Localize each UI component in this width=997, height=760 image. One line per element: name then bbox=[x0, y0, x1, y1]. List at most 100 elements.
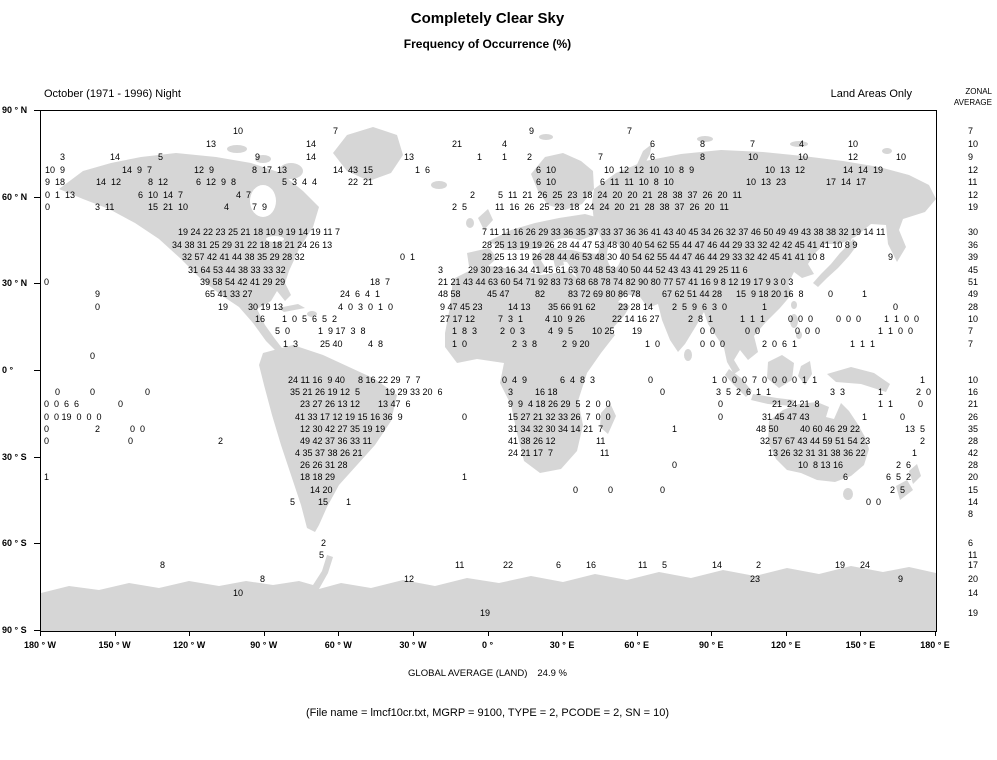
madagascar bbox=[600, 403, 616, 434]
zonal-average-value: 6 bbox=[968, 538, 974, 548]
iceland bbox=[431, 181, 447, 189]
map-value: 13 47 6 bbox=[378, 399, 411, 409]
map-value: 0 0 19 0 0 0 bbox=[44, 412, 102, 422]
map-value: 0 0 bbox=[866, 497, 882, 507]
longitude-tick bbox=[636, 631, 638, 636]
map-value: 1 0 bbox=[452, 339, 468, 349]
map-value: 67 62 51 44 28 bbox=[662, 289, 723, 299]
longitude-tick bbox=[860, 631, 862, 636]
latitude-label: 0 ° bbox=[2, 365, 14, 375]
map-value: 10 25 bbox=[592, 326, 615, 336]
new-siberian-islands bbox=[790, 141, 808, 147]
map-value: 15 27 21 32 33 26 7 0 0 bbox=[508, 412, 611, 422]
severnaya-zemlya bbox=[697, 136, 713, 142]
map-value: 6 bbox=[556, 560, 562, 570]
map-value: 25 40 bbox=[320, 339, 343, 349]
australia bbox=[768, 402, 869, 482]
java bbox=[751, 394, 794, 406]
map-value: 31 45 47 43 bbox=[762, 412, 810, 422]
latitude-tick bbox=[34, 543, 40, 545]
map-value: 6 bbox=[843, 472, 849, 482]
page-title: Completely Clear Sky bbox=[410, 10, 565, 27]
map-value: 3 bbox=[60, 152, 66, 162]
map-value: 1 1 0 0 bbox=[878, 326, 914, 336]
new-zealand-north bbox=[909, 464, 921, 484]
map-value: 2 0 3 bbox=[500, 326, 526, 336]
longitude-label: 150 ° W bbox=[98, 640, 131, 650]
longitude-tick bbox=[711, 631, 713, 636]
zonal-average-value: 19 bbox=[968, 608, 979, 618]
map-value: 82 bbox=[535, 289, 546, 299]
map-value: 0 bbox=[44, 277, 50, 287]
hudson-bay bbox=[250, 185, 276, 217]
latitude-label: 90 ° S bbox=[2, 625, 27, 635]
map-value: 16 bbox=[586, 560, 597, 570]
map-value: 34 38 31 25 29 31 22 18 18 21 24 26 13 bbox=[172, 240, 333, 250]
map-value: 0 0 bbox=[745, 326, 761, 336]
map-value: 0 0 bbox=[130, 424, 146, 434]
map-value: 2 bbox=[321, 538, 327, 548]
map-value: 2 bbox=[920, 436, 926, 446]
map-value: 23 28 14 bbox=[618, 302, 654, 312]
zonal-average-value: 14 bbox=[968, 497, 979, 507]
svalbard bbox=[539, 134, 553, 140]
map-value: 19 bbox=[632, 326, 643, 336]
longitude-label: 120 ° W bbox=[173, 640, 206, 650]
longitude-label: 150 ° E bbox=[845, 640, 876, 650]
longitude-tick bbox=[562, 631, 564, 636]
map-value: 0 bbox=[128, 436, 134, 446]
map-value: 1 3 bbox=[283, 339, 299, 349]
longitude-tick bbox=[935, 631, 936, 636]
map-value: 1 9 17 3 8 bbox=[318, 326, 366, 336]
latitude-tick bbox=[34, 110, 40, 111]
map-value: 0 0 0 bbox=[795, 326, 821, 336]
map-value: 2 3 8 bbox=[512, 339, 538, 349]
zonal-average-value: 15 bbox=[968, 485, 979, 495]
map-value: 0 bbox=[648, 375, 654, 385]
map-value: 3 3 bbox=[830, 387, 846, 397]
map-value: 2 6 bbox=[896, 460, 912, 470]
map-value: 10 8 13 16 bbox=[798, 460, 844, 470]
map-value: 1 1 0 0 bbox=[884, 314, 920, 324]
map-value: 4 35 37 38 26 21 bbox=[295, 448, 363, 458]
zonal-average-value: 11 bbox=[968, 177, 978, 187]
map-value: 16 bbox=[255, 314, 266, 324]
new-guinea bbox=[827, 367, 890, 392]
map-value: 0 bbox=[608, 485, 614, 495]
map-value: 0 bbox=[44, 424, 50, 434]
caspian-sea bbox=[607, 242, 621, 268]
sakhalin bbox=[845, 207, 855, 243]
antarctica bbox=[41, 555, 936, 631]
latitude-tick bbox=[34, 630, 40, 631]
map-value: 5 bbox=[319, 550, 325, 560]
map-value: 6 10 bbox=[536, 177, 557, 187]
map-value: 30 19 13 bbox=[248, 302, 284, 312]
latitude-tick bbox=[34, 283, 40, 285]
zonal-average-header-line1: ZONAL bbox=[965, 87, 992, 96]
map-value: 7 bbox=[598, 152, 604, 162]
map-value: 14 14 19 bbox=[843, 165, 884, 175]
map-value: 65 41 33 27 bbox=[205, 289, 253, 299]
map-value: 8 bbox=[260, 574, 266, 584]
map-value: 8 12 bbox=[148, 177, 169, 187]
map-value: 0 bbox=[44, 436, 50, 446]
map-value: 19 bbox=[835, 560, 846, 570]
map-value: 8 bbox=[160, 560, 166, 570]
map-value: 17 14 17 bbox=[826, 177, 867, 187]
zonal-average-value: 28 bbox=[968, 436, 979, 446]
map-value: 6 bbox=[650, 152, 656, 162]
longitude-tick bbox=[785, 631, 787, 636]
map-value: 0 0 0 bbox=[788, 314, 814, 324]
water-bodies-group bbox=[250, 185, 621, 268]
longitude-label: 60 ° E bbox=[624, 640, 649, 650]
map-value: 2 0 bbox=[916, 387, 932, 397]
borneo bbox=[767, 355, 794, 388]
sumatra bbox=[725, 369, 752, 397]
map-value: 23 bbox=[750, 574, 761, 584]
map-value: 23 27 26 13 12 bbox=[300, 399, 361, 409]
coverage-label: Land Areas Only bbox=[830, 88, 912, 100]
map-value: 49 42 37 36 33 11 bbox=[300, 436, 372, 446]
black-sea bbox=[551, 238, 583, 250]
map-value: 1 bbox=[502, 152, 508, 162]
